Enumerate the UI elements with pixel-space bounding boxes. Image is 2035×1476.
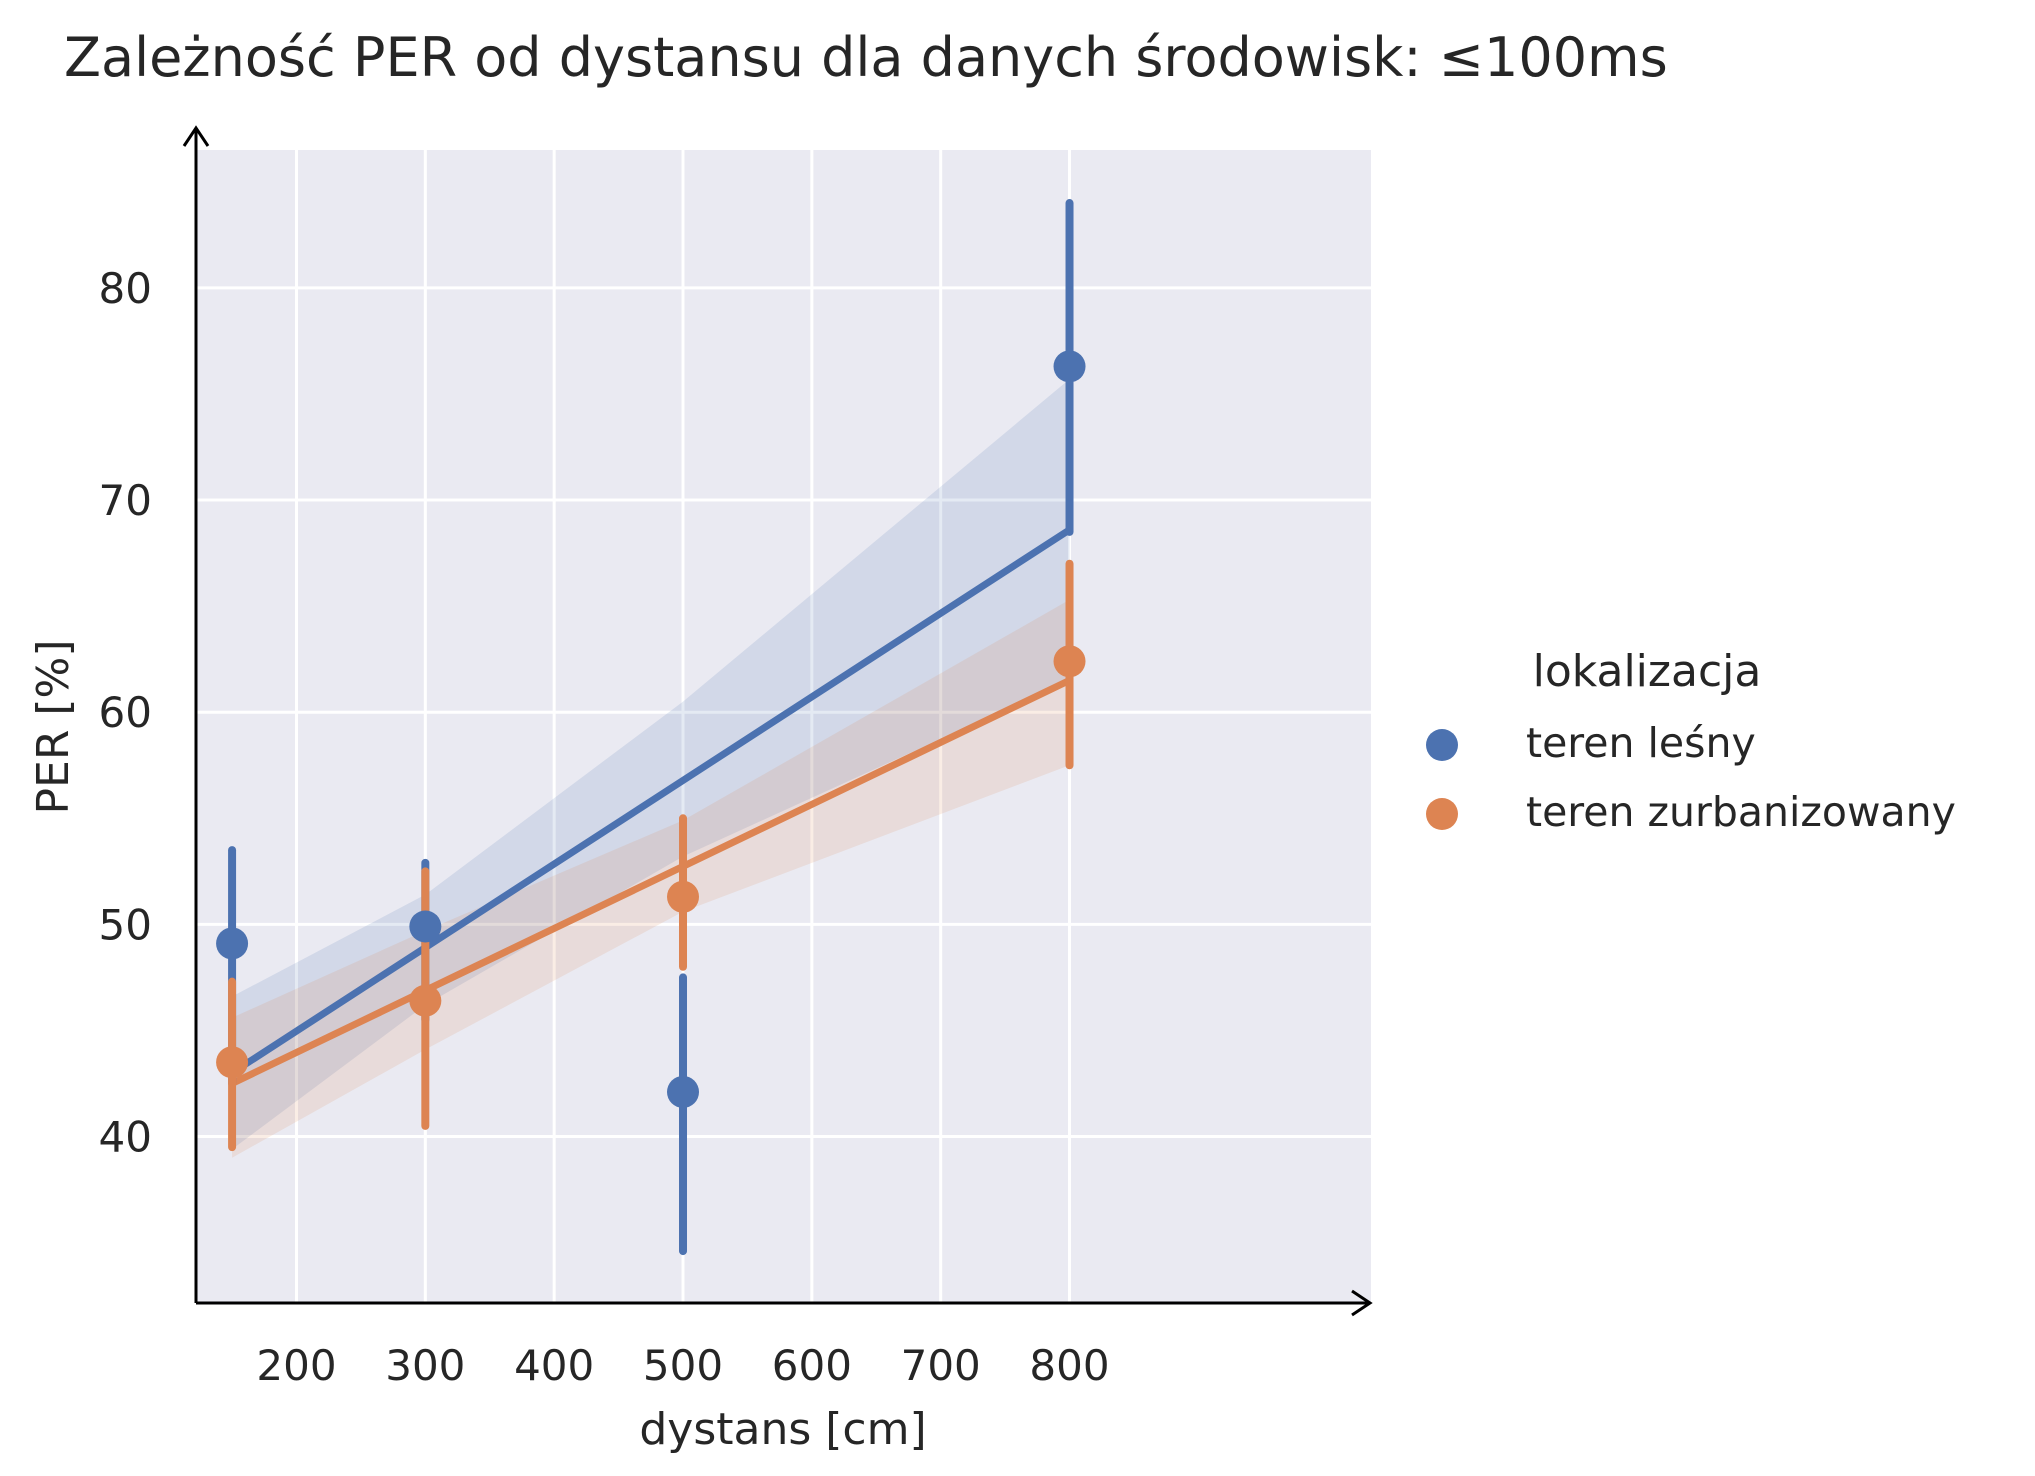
data-point — [409, 984, 442, 1017]
x-tick-label: 600 — [772, 1341, 852, 1390]
legend: lokalizacja teren leśny teren zurbanizow… — [1426, 646, 1956, 836]
legend-label-teren-lesny: teren leśny — [1526, 719, 1756, 767]
x-gridlines — [294, 150, 1072, 1302]
y-axis-label: PER [%] — [28, 639, 79, 814]
y-tick-label: 70 — [99, 476, 152, 525]
data-point — [667, 880, 700, 913]
y-tick-label: 80 — [99, 264, 152, 313]
x-tick-label: 200 — [256, 1341, 336, 1390]
x-tick-label: 300 — [385, 1341, 465, 1390]
y-tick-label: 50 — [99, 900, 152, 949]
trend-line-series-0 — [228, 526, 1074, 1077]
legend-label-teren-zurbanizowany: teren zurbanizowany — [1526, 788, 1956, 836]
ci-band-series-0 — [232, 379, 1070, 1150]
x-tick-labels: 200 300 400 500 600 700 800 — [256, 1341, 1109, 1390]
x-axis-arrow-icon — [1351, 1289, 1373, 1317]
x-tick-label: 700 — [901, 1341, 981, 1390]
trend-line-series-1 — [228, 676, 1074, 1087]
y-tick-label: 40 — [99, 1113, 152, 1162]
trend-lines — [228, 526, 1074, 1087]
data-point — [409, 910, 442, 943]
y-axis-arrow-icon — [182, 125, 210, 147]
y-tick-label: 60 — [99, 688, 152, 737]
x-tick-label: 400 — [514, 1341, 594, 1390]
data-point — [216, 1046, 249, 1079]
x-tick-label: 800 — [1029, 1341, 1109, 1390]
data-point — [216, 927, 249, 960]
legend-marker-teren-lesny — [1426, 729, 1458, 761]
plot-background — [196, 150, 1371, 1302]
x-axis-label: dystans [cm] — [639, 1404, 926, 1455]
legend-marker-teren-zurbanizowany — [1426, 798, 1458, 830]
chart-title: Zależność PER od dystansu dla danych śro… — [64, 26, 1668, 89]
x-tick-label: 500 — [643, 1341, 723, 1390]
data-point — [1053, 645, 1086, 678]
legend-title: lokalizacja — [1533, 646, 1762, 697]
data-point — [667, 1075, 700, 1108]
data-point — [1053, 350, 1086, 383]
data-points — [216, 350, 1086, 1108]
y-tick-labels: 40 50 60 70 80 — [99, 264, 152, 1162]
